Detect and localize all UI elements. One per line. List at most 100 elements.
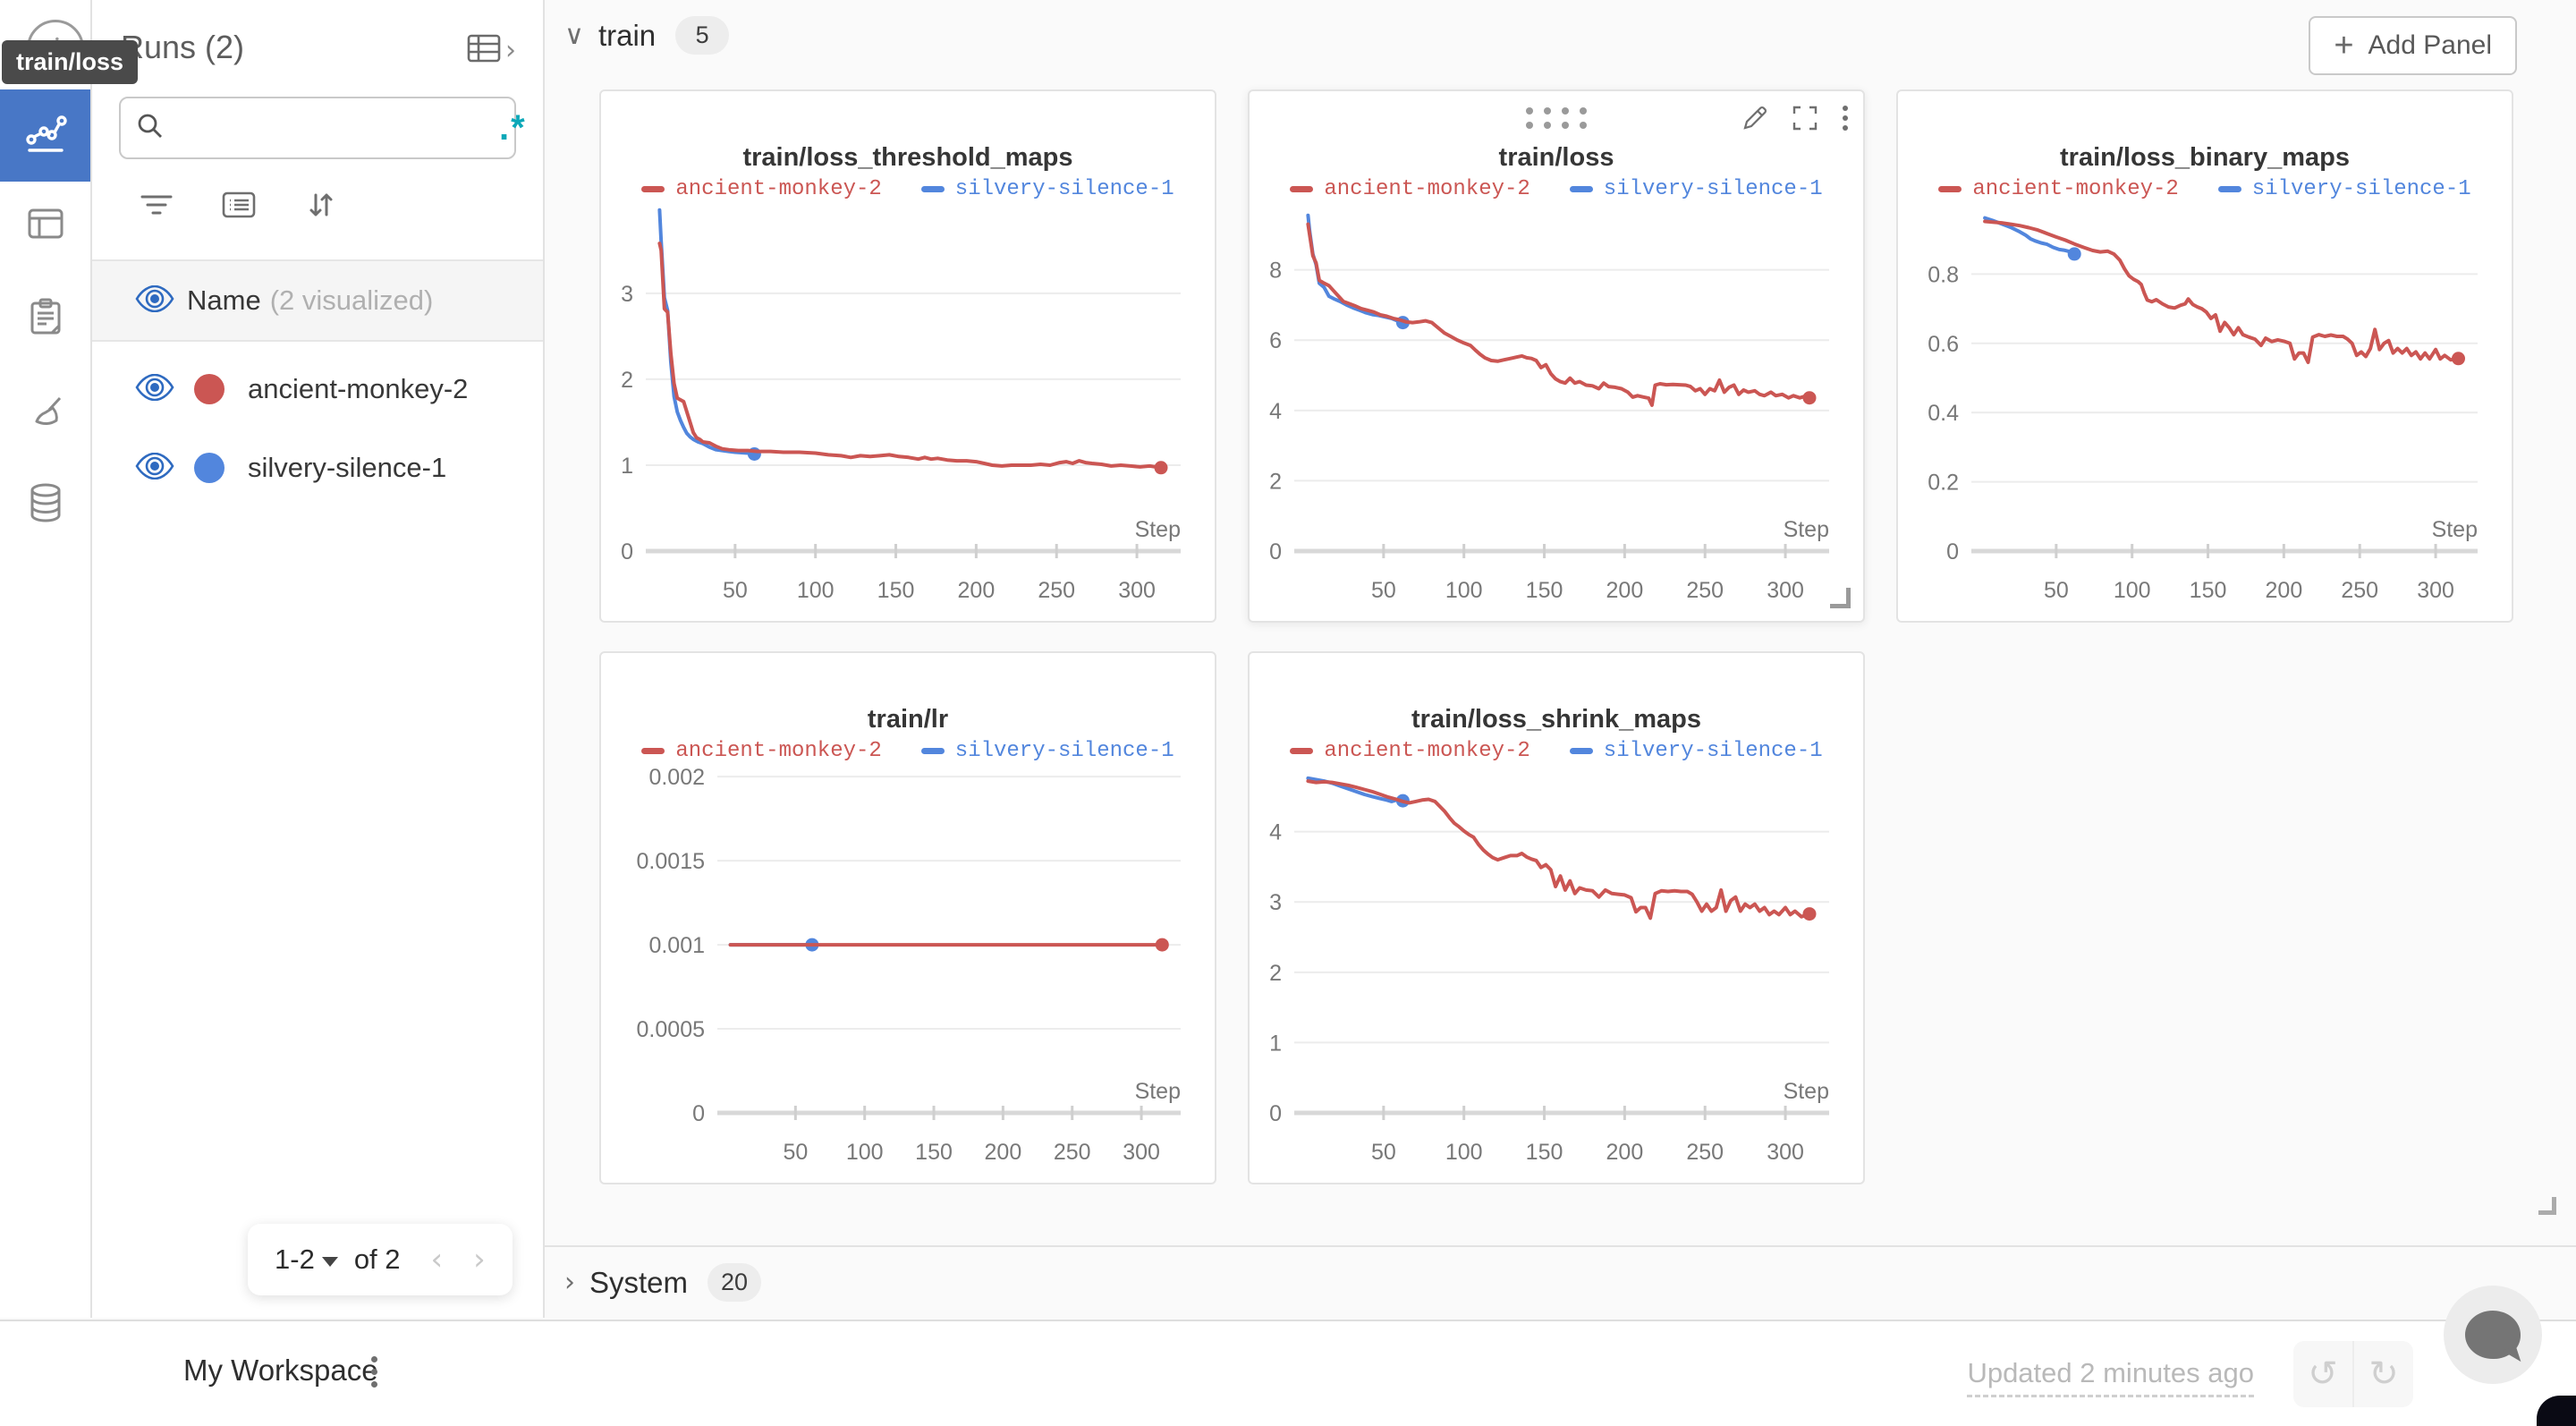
series-end-marker — [747, 447, 761, 461]
run-row[interactable]: silvery-silence-1 — [92, 429, 543, 506]
legend-swatch — [1290, 748, 1314, 754]
undo-button[interactable]: ↺ — [2308, 1354, 2338, 1395]
run-search-input[interactable] — [173, 113, 499, 143]
eye-icon[interactable] — [135, 373, 174, 405]
chat-fab-button[interactable] — [2444, 1286, 2542, 1384]
hover-tooltip: train/loss — [2, 40, 139, 84]
section-panel-count: 5 — [675, 16, 730, 55]
section-header-train[interactable]: ∨ train 5 — [564, 16, 730, 55]
svg-text:8: 8 — [1269, 259, 1282, 284]
updated-status[interactable]: Updated 2 minutes ago — [1967, 1357, 2254, 1397]
pagination-range[interactable]: 1-2 — [275, 1244, 315, 1275]
nav-item-sweeps[interactable] — [0, 369, 90, 462]
legend-item[interactable]: silvery-silence-1 — [1569, 177, 1823, 201]
legend-item[interactable]: ancient-monkey-2 — [1290, 177, 1530, 201]
visibility-header-label: Name — [187, 284, 261, 316]
panel-menu-kebab-icon[interactable] — [1842, 104, 1849, 132]
legend-item[interactable]: silvery-silence-1 — [920, 177, 1174, 201]
svg-text:200: 200 — [985, 1140, 1022, 1165]
eye-icon[interactable] — [135, 452, 174, 484]
chart-panel[interactable]: train/loss_threshold_maps ancient-monkey-… — [599, 89, 1216, 623]
section-label: train — [597, 18, 657, 52]
run-visibility-header[interactable]: Name (2 visualized) — [92, 259, 543, 342]
run-row[interactable]: ancient-monkey-2 — [92, 351, 543, 428]
svg-text:150: 150 — [1526, 1140, 1563, 1165]
legend-item[interactable]: silvery-silence-1 — [2217, 177, 2471, 201]
regex-toggle-icon[interactable]: .* — [499, 108, 527, 148]
svg-text:Step: Step — [2432, 517, 2478, 542]
chevron-down-icon[interactable] — [321, 1256, 338, 1267]
fullscreen-icon[interactable] — [1792, 105, 1818, 132]
workspace-menu-kebab-icon[interactable] — [371, 1350, 377, 1394]
run-series-line — [657, 208, 757, 456]
svg-text:150: 150 — [915, 1140, 953, 1165]
chart-legend: ancient-monkey-2 silvery-silence-1 — [1250, 177, 1863, 201]
sort-icon[interactable] — [303, 190, 339, 225]
run-name[interactable]: silvery-silence-1 — [248, 452, 447, 483]
chart-title: train/loss_binary_maps — [2060, 143, 2350, 172]
chart-panel[interactable]: train/loss_binary_maps ancient-monkey-2 si… — [1896, 89, 2513, 623]
run-list-toolbar — [92, 183, 589, 230]
svg-text:250: 250 — [1686, 578, 1724, 603]
dot — [1580, 122, 1587, 129]
legend-item[interactable]: ancient-monkey-2 — [641, 739, 882, 763]
runs-panel-title: Runs (2) — [121, 29, 245, 65]
next-page-button[interactable]: › — [473, 1242, 486, 1277]
dot — [1562, 122, 1569, 129]
chart-panel[interactable]: train/loss ancient-monkey-2 silvery-silenc… — [1248, 89, 1865, 623]
edit-panel-icon[interactable] — [1741, 105, 1768, 132]
series-end-marker — [1154, 461, 1168, 475]
legend-item[interactable]: ancient-monkey-2 — [1290, 739, 1530, 763]
section-header-system[interactable]: › System 20 — [545, 1245, 2576, 1318]
search-icon — [135, 111, 165, 146]
legend-item[interactable]: silvery-silence-1 — [920, 739, 1174, 763]
prev-page-button[interactable]: ‹ — [430, 1242, 444, 1277]
database-icon — [22, 480, 69, 531]
svg-text:2: 2 — [1269, 469, 1282, 494]
legend-item[interactable]: ancient-monkey-2 — [1938, 177, 2179, 201]
section-label: System — [589, 1265, 689, 1299]
chart-legend: ancient-monkey-2 silvery-silence-1 — [1898, 177, 2512, 201]
filter-icon[interactable] — [139, 190, 174, 225]
section-resize-handle[interactable] — [2538, 1197, 2556, 1215]
svg-text:100: 100 — [846, 1140, 884, 1165]
dot — [1526, 107, 1533, 115]
chart-panel[interactable]: train/lr ancient-monkey-2 silvery-silence-… — [599, 651, 1216, 1184]
chart-legend: ancient-monkey-2 silvery-silence-1 — [1250, 739, 1863, 763]
nav-item-panels[interactable] — [0, 181, 90, 273]
legend-swatch — [1569, 748, 1593, 754]
chart-title: train/lr — [867, 705, 949, 734]
svg-text:4: 4 — [1269, 399, 1282, 424]
section-panel-count: 20 — [708, 1263, 762, 1302]
nav-item-artifacts[interactable] — [0, 459, 90, 551]
svg-text:50: 50 — [783, 1140, 808, 1165]
workspace-title[interactable]: My Workspace — [183, 1354, 378, 1387]
expand-runs-table-button[interactable]: › — [466, 32, 516, 69]
drag-handle-icon[interactable] — [1526, 107, 1587, 129]
run-series-line — [1983, 219, 2461, 364]
chart-panel[interactable]: train/loss_shrink_maps ancient-monkey-2 si… — [1248, 651, 1865, 1184]
legend-run-name: ancient-monkey-2 — [1972, 177, 2179, 201]
redo-button[interactable]: ↻ — [2368, 1354, 2399, 1395]
legend-run-name: ancient-monkey-2 — [675, 177, 882, 201]
legend-item[interactable]: ancient-monkey-2 — [641, 177, 882, 201]
legend-run-name: silvery-silence-1 — [1603, 177, 1823, 201]
legend-swatch — [1290, 186, 1314, 192]
clipboard-icon — [22, 293, 69, 344]
add-panel-button[interactable]: + Add Panel — [2309, 16, 2517, 75]
chart-title: train/loss_shrink_maps — [1411, 705, 1701, 734]
run-search-box[interactable]: .* — [119, 97, 525, 159]
nav-item-notes[interactable] — [0, 273, 90, 365]
svg-text:300: 300 — [1118, 578, 1156, 603]
chevron-right-icon: › — [505, 35, 516, 66]
series-end-marker — [1155, 938, 1169, 952]
svg-text:300: 300 — [2417, 578, 2454, 603]
group-list-icon[interactable] — [221, 190, 257, 225]
nav-item-charts[interactable] — [0, 89, 90, 182]
panel-resize-handle[interactable] — [1830, 588, 1851, 608]
eye-icon[interactable] — [135, 284, 174, 317]
legend-item[interactable]: silvery-silence-1 — [1569, 739, 1823, 763]
svg-text:200: 200 — [958, 578, 996, 603]
run-name[interactable]: ancient-monkey-2 — [248, 373, 469, 404]
